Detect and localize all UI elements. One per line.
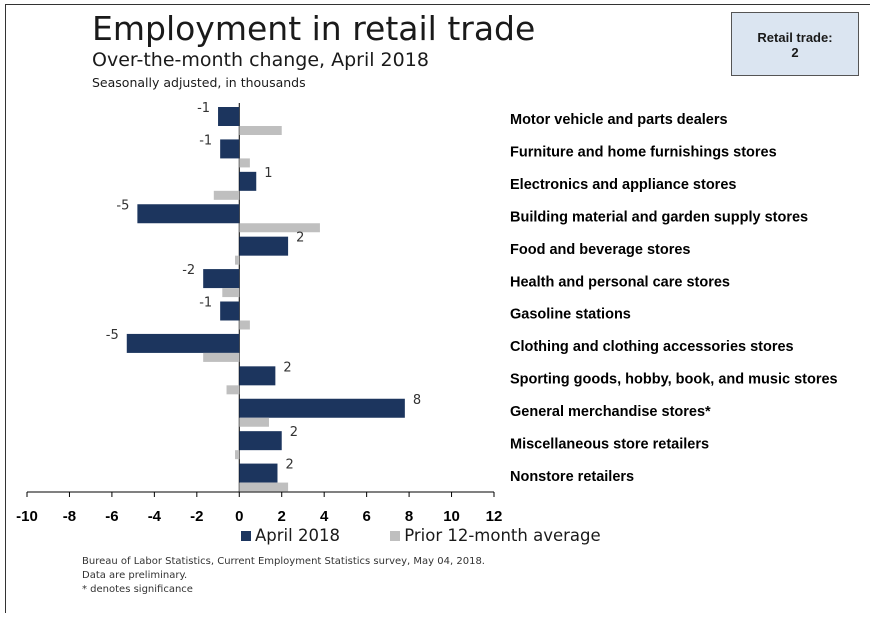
bar-april-2018 — [203, 269, 240, 289]
x-tick-label: 2 — [278, 508, 286, 525]
x-tick-label: -10 — [16, 508, 38, 525]
data-label: -1 — [197, 101, 210, 116]
bar-prior-12-month-average — [213, 190, 240, 200]
x-tick-label: 0 — [235, 508, 243, 525]
bar-prior-12-month-average — [239, 158, 250, 168]
x-tick-label: 8 — [405, 508, 413, 525]
x-tick-label: 6 — [362, 508, 370, 525]
x-tick-label: -8 — [63, 508, 76, 525]
bar-prior-12-month-average — [239, 482, 289, 492]
bar-prior-12-month-average — [226, 385, 240, 395]
footer-significance: * denotes significance — [82, 584, 193, 595]
data-label: 2 — [283, 360, 291, 375]
data-label: 2 — [290, 425, 298, 440]
x-tick-label: -6 — [105, 508, 118, 525]
bar-prior-12-month-average — [239, 223, 320, 233]
data-label: 1 — [264, 166, 272, 181]
bar-april-2018 — [218, 107, 240, 126]
bar-april-2018 — [137, 204, 240, 224]
category-label: General merchandise stores* — [510, 404, 711, 420]
data-label: 2 — [296, 231, 304, 246]
x-tick-label: 10 — [443, 508, 460, 525]
chart-frame — [5, 4, 870, 613]
category-label: Miscellaneous store retailers — [510, 436, 709, 452]
category-label: Gasoline stations — [510, 307, 631, 323]
data-label: -1 — [199, 296, 212, 311]
bar-april-2018 — [220, 139, 240, 159]
bar-april-2018 — [220, 301, 240, 321]
legend-swatch-prior — [390, 531, 401, 541]
category-label: Food and beverage stores — [510, 242, 691, 258]
x-tick-label: 4 — [320, 508, 329, 525]
legend-item-april: April 2018 — [241, 526, 340, 545]
bar-april-2018 — [239, 171, 257, 191]
bar-april-2018 — [239, 463, 278, 483]
category-label: Clothing and clothing accessories stores — [510, 339, 794, 355]
data-label: -2 — [182, 263, 195, 278]
data-label: 8 — [413, 393, 421, 408]
chart-subtitle: Over-the-month change, April 2018 — [92, 49, 429, 71]
bar-april-2018 — [239, 431, 282, 451]
bar-april-2018 — [239, 398, 405, 418]
bar-prior-12-month-average — [239, 417, 269, 427]
bar-prior-12-month-average — [235, 450, 240, 460]
bar-prior-12-month-average — [239, 126, 282, 135]
x-tick-label: -2 — [190, 508, 203, 525]
x-tick-label: 12 — [486, 508, 503, 525]
legend-label-prior: Prior 12-month average — [404, 526, 601, 545]
chart-title: Employment in retail trade — [92, 9, 536, 48]
legend: April 2018 Prior 12-month average — [241, 526, 646, 545]
category-label: Sporting goods, hobby, book, and music s… — [510, 372, 838, 388]
retail-trade-callout: Retail trade: 2 — [731, 12, 859, 76]
footer-source: Bureau of Labor Statistics, Current Empl… — [82, 556, 485, 567]
bar-prior-12-month-average — [239, 320, 250, 330]
bar-prior-12-month-average — [203, 352, 240, 362]
category-label: Electronics and appliance stores — [510, 177, 736, 193]
legend-swatch-april — [241, 531, 251, 541]
category-label: Building material and garden supply stor… — [510, 209, 808, 225]
legend-item-prior: Prior 12-month average — [390, 526, 601, 545]
bar-april-2018 — [239, 366, 276, 386]
category-label: Furniture and home furnishings stores — [510, 145, 777, 161]
bar-april-2018 — [239, 236, 289, 256]
x-tick-label: -4 — [148, 508, 162, 525]
legend-label-april: April 2018 — [255, 526, 340, 545]
bar-prior-12-month-average — [235, 255, 240, 265]
bar-prior-12-month-average — [222, 288, 240, 298]
bar-april-2018 — [126, 333, 240, 353]
callout-label: Retail trade: — [757, 30, 833, 45]
footer-notes: Bureau of Labor Statistics, Current Empl… — [82, 555, 485, 597]
data-label: -5 — [106, 328, 119, 343]
chart-units-note: Seasonally adjusted, in thousands — [92, 75, 306, 90]
data-label: -1 — [199, 133, 212, 148]
footer-preliminary: Data are preliminary. — [82, 570, 188, 581]
category-label: Health and personal care stores — [510, 274, 730, 290]
category-label: Nonstore retailers — [510, 469, 634, 485]
category-label: Motor vehicle and parts dealers — [510, 112, 728, 128]
data-label: -5 — [116, 198, 129, 213]
callout-value: 2 — [791, 45, 799, 60]
data-label: 2 — [285, 458, 293, 473]
